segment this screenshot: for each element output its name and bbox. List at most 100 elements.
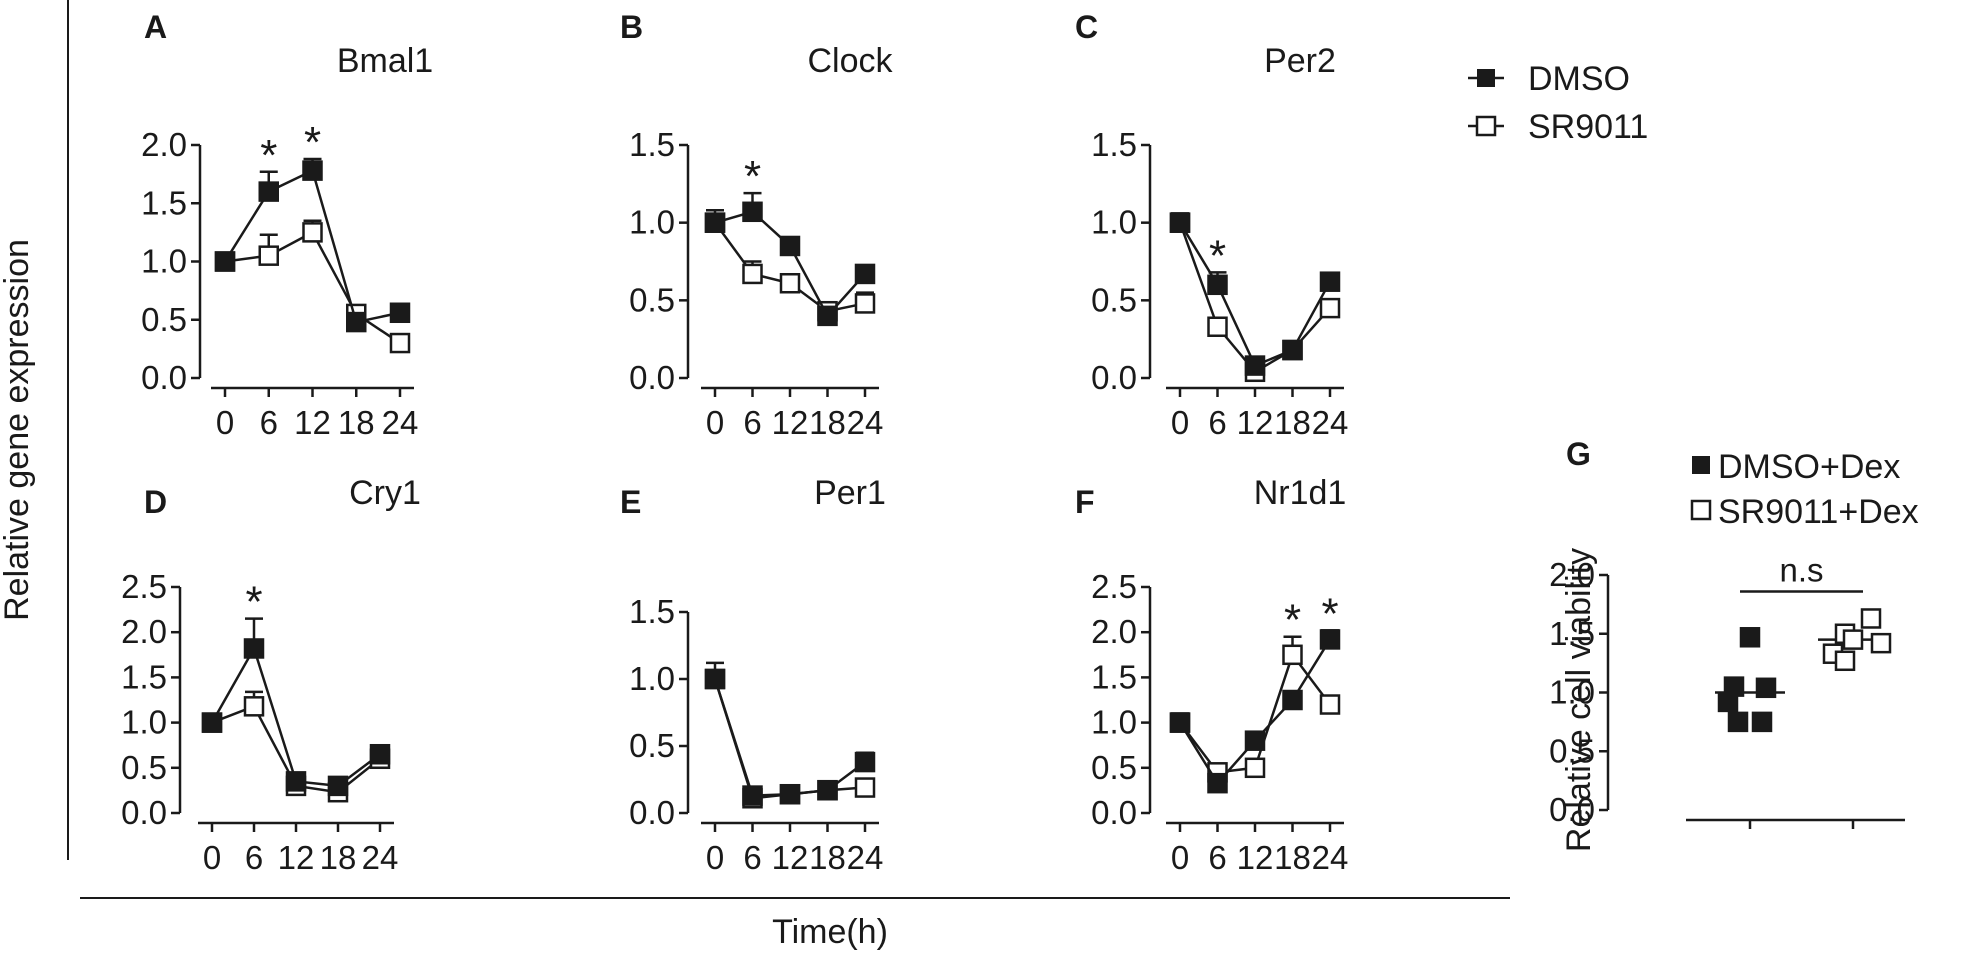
panel-f: F Nr1d1 0.0 0.5 1.0 1.5 2.0 2.5 0 6 12 18 24 * * (1075, 474, 1348, 876)
y-tick-label: 2.0 (1091, 613, 1137, 650)
x-tick-label: 18 (338, 404, 375, 441)
panel-a: A Bmal1 0.0 0.5 1.0 1.5 2.0 0 6 12 18 24 * * (141, 9, 433, 441)
panel-e: E Per1 0.0 0.5 1.0 1.5 0 6 12 18 24 (620, 474, 886, 876)
panel-b: B Clock 0.0 0.5 1.0 1.5 0 6 12 18 24 * (620, 9, 894, 441)
legend-dmso-marker (1477, 69, 1495, 87)
x-tick-label: 0 (203, 839, 221, 876)
group-dmso-dex (1715, 627, 1785, 733)
data-point (1842, 629, 1864, 650)
y-tick-label: 1.5 (121, 658, 167, 695)
y-tick-label: 0.0 (141, 359, 187, 396)
y-tick-label: 1.5 (1549, 615, 1595, 652)
data-point (302, 222, 323, 243)
y-tick-label: 0.5 (1091, 749, 1137, 786)
x-tick-label: 6 (245, 839, 263, 876)
data-point (1207, 274, 1228, 296)
legend-sr9011-marker (1475, 115, 1497, 137)
y-tick-label: 1.5 (629, 593, 675, 630)
legend-main: DMSO SR9011 (1468, 60, 1648, 146)
data-point (1319, 271, 1341, 292)
data-point (1834, 650, 1856, 672)
data-point (346, 311, 367, 333)
data-point (327, 775, 349, 797)
x-tick-label: 24 (847, 839, 884, 876)
y-tick-label: 1.0 (1091, 704, 1137, 741)
shared-y-axis-title: Relative gene expression (0, 239, 36, 621)
data-point (1717, 691, 1739, 713)
y-tick-label: 1.0 (121, 704, 167, 741)
panel-letter: F (1075, 484, 1095, 520)
data-point (854, 263, 876, 285)
panel-c: C Per2 0.0 0.5 1.0 1.5 0 6 12 18 24 * (1075, 9, 1348, 441)
data-point (1282, 339, 1303, 361)
significance-star: * (245, 578, 262, 627)
legend-dmso-label: DMSO (1528, 60, 1630, 98)
legend-sr9011-label: SR9011 (1528, 108, 1648, 146)
y-tick-label: 1.0 (629, 660, 675, 697)
significance-star: * (1209, 231, 1226, 280)
x-tick-label: 24 (847, 404, 884, 441)
data-point (854, 751, 876, 773)
y-tick-label: 0.0 (629, 794, 675, 831)
series-line (714, 210, 866, 319)
data-point (854, 777, 876, 798)
panel-letter: G (1566, 436, 1591, 472)
series-dmso (214, 157, 411, 333)
x-tick-label: 6 (260, 404, 278, 441)
data-point (369, 743, 391, 765)
y-tick-label: 2.0 (141, 126, 187, 163)
data-point (1282, 689, 1303, 711)
y-tick-label: 0.5 (629, 727, 675, 764)
series-line (713, 678, 866, 797)
x-tick-label: 12 (1237, 404, 1274, 441)
data-point (704, 212, 726, 233)
series-dmso (704, 661, 876, 806)
y-tick-label: 2.5 (1091, 568, 1137, 605)
y-tick-label: 1.5 (141, 184, 187, 221)
data-point (285, 771, 307, 792)
panel-title: Per1 (814, 474, 886, 512)
legend-sr9011-dex-marker (1690, 499, 1712, 521)
data-point (1207, 316, 1228, 337)
data-point (742, 263, 763, 285)
legend-item-dmso: DMSO (1468, 60, 1630, 98)
y-tick-label: 0.5 (121, 749, 167, 786)
data-point (243, 638, 265, 659)
data-point (1282, 644, 1303, 666)
data-point (1244, 757, 1266, 779)
legend-dmso-dex-label: DMSO+Dex (1718, 448, 1900, 486)
data-point (1755, 677, 1777, 699)
x-tick-label: 24 (382, 404, 419, 441)
series-line (210, 645, 381, 788)
legend-sr9011-dex-label: SR9011+Dex (1718, 493, 1919, 531)
panel-title: Nr1d1 (1254, 474, 1347, 512)
panel-d: D Cry1 0.0 0.5 1.0 1.5 2.0 2.5 0 6 12 18 24 * (121, 474, 421, 876)
legend-dmso-dex-marker (1692, 456, 1710, 474)
data-point (243, 696, 265, 717)
x-tick-label: 6 (743, 404, 761, 441)
panel-title: Cry1 (349, 474, 421, 512)
series-sr9011 (1169, 635, 1341, 783)
legend-item-sr9011-dex: SR9011+Dex (1690, 493, 1919, 531)
panel-letter: B (620, 9, 643, 45)
x-tick-label: 12 (294, 404, 331, 441)
data-point (1870, 632, 1892, 654)
series-line (1178, 222, 1332, 368)
legend-g: DMSO+Dex SR9011+Dex (1690, 448, 1919, 531)
data-point (817, 779, 838, 801)
data-point (1319, 629, 1341, 650)
significance-star: * (260, 131, 277, 180)
x-tick-label: 24 (362, 839, 399, 876)
significance-star: * (304, 118, 321, 167)
significance-star: * (1284, 596, 1301, 645)
data-point (742, 785, 763, 806)
data-point (1739, 627, 1761, 648)
data-point (779, 272, 801, 294)
y-tick-label: 1.0 (1549, 674, 1595, 711)
series-sr9011 (704, 212, 876, 322)
y-tick-label: 2.0 (1549, 556, 1595, 593)
y-tick-label: 0.0 (629, 359, 675, 396)
x-tick-label: 24 (1312, 404, 1349, 441)
